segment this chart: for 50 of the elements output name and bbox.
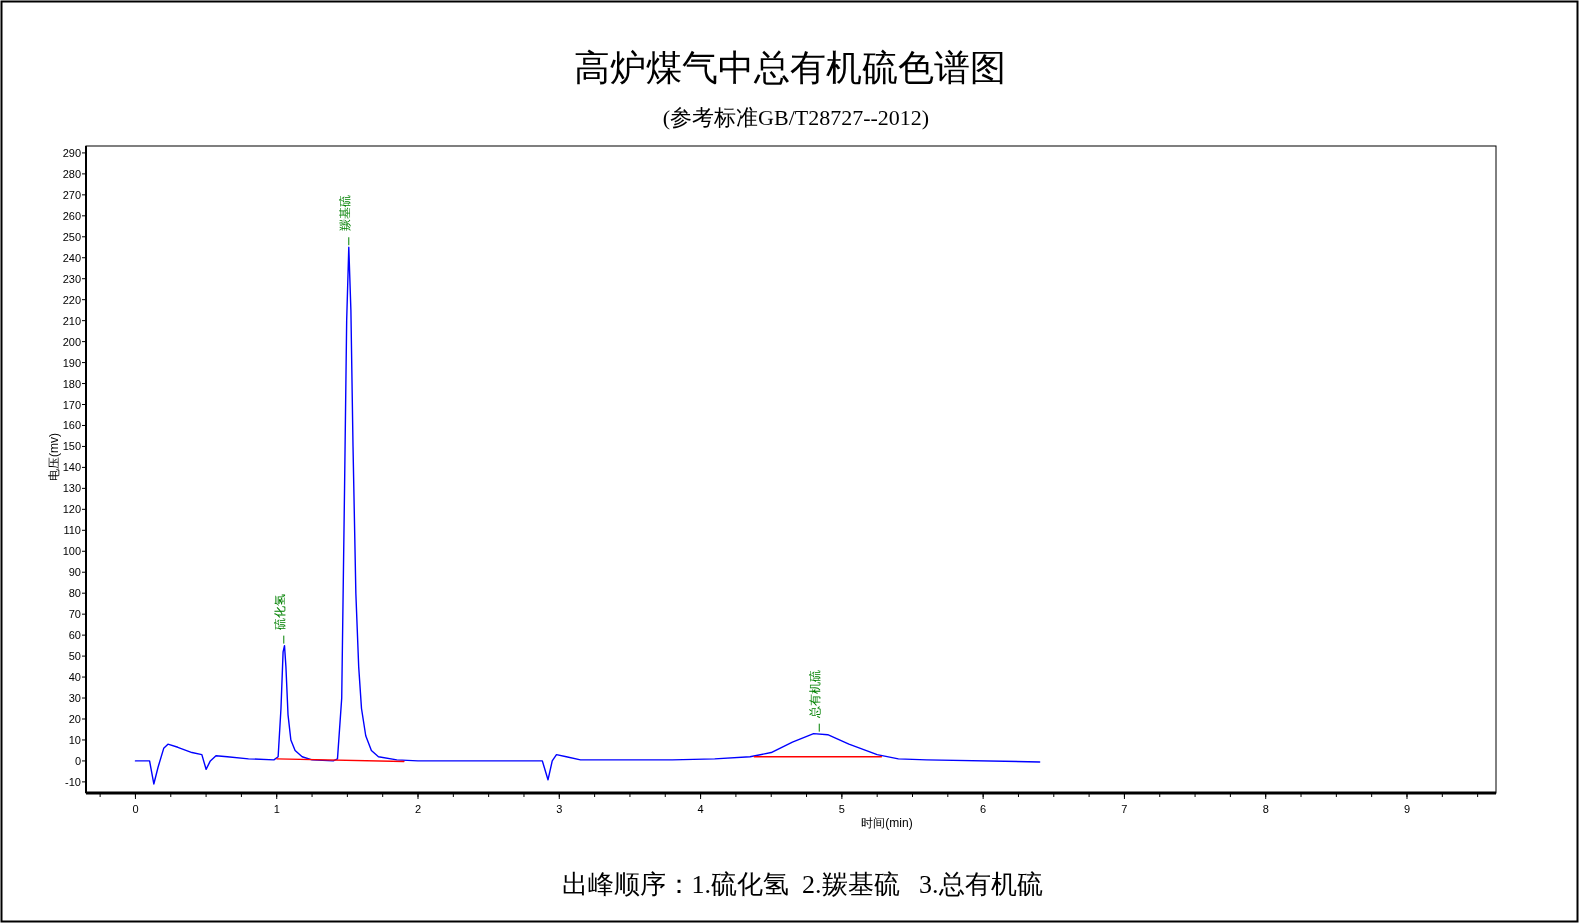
y-tick-label: 290 [62, 146, 81, 159]
x-tick-label: 4 [697, 803, 704, 815]
chart-title: 高炉煤气中总有机硫色谱图 [574, 48, 1006, 88]
line-series [134, 246, 1041, 785]
y-tick-label: 120 [62, 503, 81, 516]
y-tick-label: 100 [62, 545, 81, 558]
y-tick-label: 180 [62, 377, 81, 390]
y-tick-label: 260 [62, 209, 81, 222]
text: 出峰顺序：1.硫化氢 2.羰基硫 3.总有机硫 [561, 870, 1043, 899]
y-tick-label: 140 [62, 461, 81, 474]
x-tick-label: 1 [273, 803, 280, 815]
x-tick-label: 3 [556, 803, 563, 815]
y-tick-label: 10 [68, 733, 81, 746]
y-tick-label: 30 [68, 692, 81, 705]
y-tick-label: 160 [62, 419, 81, 432]
y-tick-label: 250 [62, 230, 81, 243]
y-tick-label: 280 [62, 167, 81, 180]
y-tick-label: 90 [68, 566, 81, 579]
annotation: 总有机硫 [808, 669, 823, 719]
y-tick-label: 270 [62, 188, 81, 201]
y-tick-label: 170 [62, 398, 81, 411]
y-tick-label: -10 [65, 775, 81, 788]
annotation: 羰基硫 [337, 195, 352, 232]
x-axis-title: 时间(min) [861, 816, 913, 830]
y-tick-label: 50 [68, 650, 81, 663]
y-tick-label: 110 [63, 524, 81, 537]
y-tick-label: 0 [74, 754, 81, 767]
y-tick-label: 20 [68, 712, 81, 725]
y-tick-label: 60 [68, 629, 81, 642]
y-tick-label: 210 [62, 314, 81, 327]
x-tick-label: 0 [132, 803, 139, 815]
y-tick-label: 130 [62, 482, 81, 495]
y-tick-label: 70 [68, 608, 81, 621]
y-tick-label: 200 [62, 335, 81, 348]
annotation: 硫化氢 [272, 593, 287, 630]
x-tick-label: 2 [414, 803, 422, 815]
y-tick-label: 220 [62, 293, 81, 306]
chart-subtitle: (参考标准GB/T28727--2012) [662, 105, 930, 130]
y-tick-label: 40 [68, 671, 81, 684]
x-tick-label: 8 [1262, 803, 1269, 815]
x-tick-label: 9 [1403, 803, 1411, 815]
y-tick-label: 230 [62, 272, 81, 285]
x-tick-label: 6 [980, 803, 987, 815]
y-axis-title: 电压(mv) [47, 432, 61, 481]
x-tick-label: 5 [838, 803, 845, 815]
y-tick-label: 80 [68, 587, 81, 600]
y-tick-label: 150 [62, 440, 81, 453]
x-tick-label: 7 [1121, 803, 1128, 815]
y-tick-label: 190 [62, 356, 81, 369]
y-tick-label: 240 [62, 251, 81, 264]
